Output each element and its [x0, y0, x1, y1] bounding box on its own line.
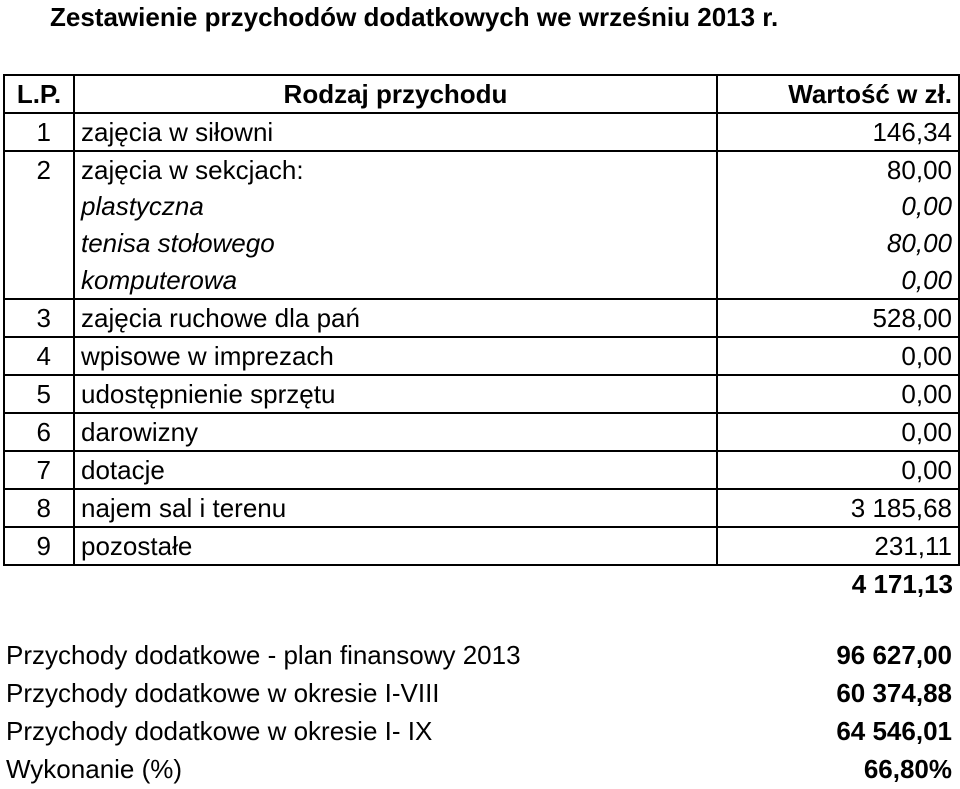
row-lp — [3, 224, 75, 262]
row-value: 3 185,68 — [717, 488, 960, 528]
total-spacer — [74, 565, 717, 602]
table-row: 2 zajęcia w sekcjach: 80,00 — [3, 151, 960, 188]
header-name: Rodzaj przychodu — [74, 74, 718, 114]
header-value: Wartość w zł. — [717, 74, 960, 114]
total-spacer — [4, 565, 74, 602]
summary-section: Przychody dodatkowe - plan finansowy 201… — [6, 636, 952, 788]
row-name: pozostałe — [74, 526, 718, 566]
row-name: zajęcia ruchowe dla pań — [74, 298, 718, 338]
row-name: zajęcia w siłowni — [74, 113, 718, 152]
table-row: 8 najem sal i terenu 3 185,68 — [3, 488, 960, 528]
row-lp — [3, 261, 75, 300]
summary-label: Przychody dodatkowe w okresie I-VIII — [6, 678, 440, 708]
row-name: dotacje — [74, 450, 718, 490]
summary-label: Przychody dodatkowe - plan finansowy 201… — [6, 640, 521, 670]
row-lp: 2 — [3, 151, 75, 188]
row-value: 0,00 — [717, 261, 960, 300]
summary-value: 60 374,88 — [836, 678, 952, 708]
table-row: 7 dotacje 0,00 — [3, 450, 960, 490]
total-row: 4 171,13 — [4, 565, 959, 602]
row-value: 0,00 — [717, 374, 960, 414]
income-table: L.P. Rodzaj przychodu Wartość w zł. 1 za… — [3, 74, 960, 602]
row-lp: 6 — [3, 412, 75, 452]
row-lp: 8 — [3, 488, 75, 528]
summary-row: Przychody dodatkowe w okresie I- IX 64 5… — [6, 712, 952, 750]
table-subrow: tenisa stołowego 80,00 — [3, 224, 960, 262]
table-row: 3 zajęcia ruchowe dla pań 528,00 — [3, 298, 960, 338]
row-name: zajęcia w sekcjach: — [74, 151, 718, 188]
summary-row: Przychody dodatkowe - plan finansowy 201… — [6, 636, 952, 674]
header-lp: L.P. — [3, 74, 75, 114]
row-lp: 9 — [3, 526, 75, 566]
summary-label: Przychody dodatkowe w okresie I- IX — [6, 716, 433, 746]
summary-value: 64 546,01 — [836, 716, 952, 746]
row-name: wpisowe w imprezach — [74, 336, 718, 376]
row-lp: 5 — [3, 374, 75, 414]
row-lp: 3 — [3, 298, 75, 338]
summary-row: Przychody dodatkowe w okresie I-VIII 60 … — [6, 674, 952, 712]
row-value: 0,00 — [717, 188, 960, 225]
row-value: 0,00 — [717, 336, 960, 376]
table-row: 5 udostępnienie sprzętu 0,00 — [3, 374, 960, 414]
row-value: 80,00 — [717, 151, 960, 188]
row-value: 80,00 — [717, 224, 960, 262]
summary-value: 66,80% — [863, 754, 952, 784]
table-row: 6 darowizny 0,00 — [3, 412, 960, 452]
row-name: najem sal i terenu — [74, 488, 718, 528]
row-lp — [3, 188, 75, 225]
table-subrow: komputerowa 0,00 — [3, 261, 960, 300]
page-title: Zestawienie przychodów dodatkowych we wr… — [50, 2, 779, 32]
summary-value: 96 627,00 — [836, 640, 952, 670]
row-name: plastyczna — [74, 188, 718, 225]
row-value: 0,00 — [717, 450, 960, 490]
row-value: 528,00 — [717, 298, 960, 338]
table-row: 9 pozostałe 231,11 — [3, 526, 960, 566]
row-lp: 4 — [3, 336, 75, 376]
table-row: 4 wpisowe w imprezach 0,00 — [3, 336, 960, 376]
row-name: darowizny — [74, 412, 718, 452]
table-header-row: L.P. Rodzaj przychodu Wartość w zł. — [3, 74, 960, 114]
row-value: 231,11 — [717, 526, 960, 566]
total-value: 4 171,13 — [851, 568, 953, 599]
table-row: 1 zajęcia w siłowni 146,34 — [3, 113, 960, 152]
summary-row: Wykonanie (%) 66,80% — [6, 750, 952, 788]
row-lp: 7 — [3, 450, 75, 490]
row-name: udostępnienie sprzętu — [74, 374, 718, 414]
row-value: 146,34 — [717, 113, 960, 152]
row-value: 0,00 — [717, 412, 960, 452]
row-lp: 1 — [3, 113, 75, 152]
row-name: komputerowa — [74, 261, 718, 300]
row-name: tenisa stołowego — [74, 224, 718, 262]
table-subrow: plastyczna 0,00 — [3, 188, 960, 225]
summary-label: Wykonanie (%) — [6, 754, 183, 784]
